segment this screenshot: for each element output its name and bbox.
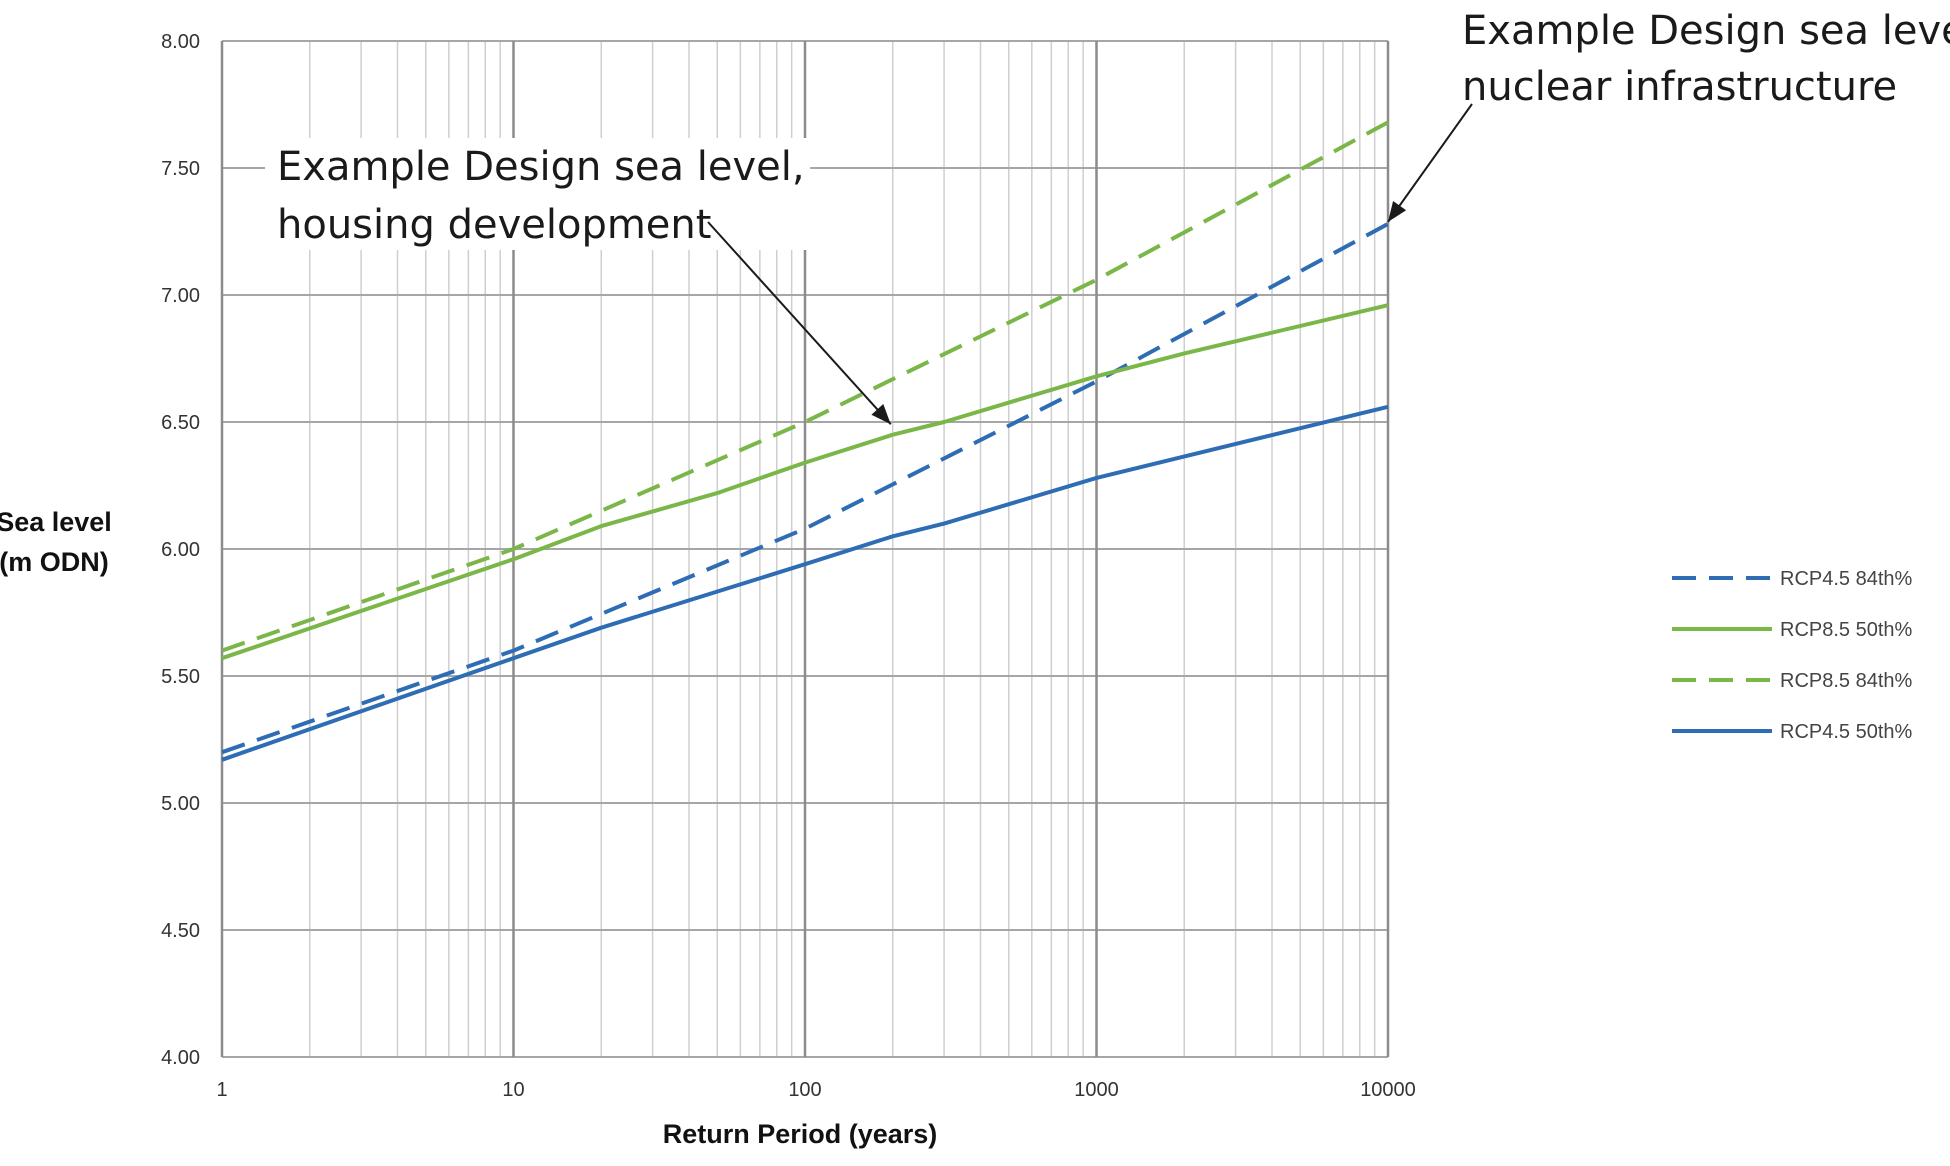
annotation-housing-line-2: housing development <box>277 202 711 248</box>
annotation-arrows <box>707 103 1473 425</box>
series-line-3 <box>221 120 1389 653</box>
y-tick-label: 8.00 <box>161 31 200 53</box>
annotation-arrow-shaft <box>707 221 892 425</box>
annotation-housing: Example Design sea level, housing develo… <box>265 138 810 250</box>
y-tick-label: 7.50 <box>161 158 200 180</box>
series-line-1 <box>221 222 1389 755</box>
annotation-nuclear-line-1: Example Design sea level <box>1462 8 1950 54</box>
x-tick-label: 100 <box>788 1079 821 1101</box>
annotation-nuclear-box <box>1452 2 1948 114</box>
series-line-2 <box>221 303 1389 661</box>
y-tick-label: 5.50 <box>161 666 200 688</box>
x-tick-label: 1 <box>216 1079 227 1101</box>
annotation-arrow-head <box>1388 200 1407 222</box>
annotation-housing-box <box>265 138 810 250</box>
series-line-4 <box>221 404 1389 762</box>
annotation-arrow-head <box>871 404 891 425</box>
legend-entry-label: RCP4.5 50th% <box>1780 721 1913 743</box>
y-tick-label: 4.00 <box>161 1047 200 1069</box>
y-tick-labels: 4.00 4.50 5.00 5.50 6.00 6.50 7.00 7.50 8.00 <box>161 31 200 1069</box>
x-axis-title: Return Period (years) <box>663 1119 938 1149</box>
x-tick-label: 10000 <box>1360 1079 1416 1101</box>
y-tick-label: 7.00 <box>161 285 200 307</box>
legend-entry-label: RCP8.5 50th% <box>1780 619 1913 641</box>
annotation-housing-line-1: Example Design sea level, <box>277 144 805 190</box>
y-tick-label: 6.50 <box>161 412 200 434</box>
y-tick-label: 5.00 <box>161 793 200 815</box>
y-axis-title-line-1: Sea level <box>0 507 112 537</box>
y-tick-label: 6.00 <box>161 539 200 561</box>
y-axis-title-line-2: (m ODN) <box>0 547 109 577</box>
legend-entry-label: RCP4.5 84th% <box>1780 568 1913 590</box>
annotation-nuclear-line-2: nuclear infrastructure <box>1462 64 1897 110</box>
x-tick-label: 1000 <box>1074 1079 1119 1101</box>
x-tick-label: 10 <box>502 1079 524 1101</box>
annotation-nuclear: Example Design sea level nuclear infrast… <box>1452 2 1950 114</box>
legend-entry-label: RCP8.5 84th% <box>1780 670 1913 692</box>
x-tick-labels: 1 10 100 1000 10000 <box>216 1079 1415 1101</box>
legend: RCP4.5 84th% RCP8.5 50th% RCP8.5 84th% RCP4… <box>1672 568 1913 743</box>
annotation-arrow-shaft <box>1387 103 1473 223</box>
y-tick-label: 4.50 <box>161 920 200 942</box>
series-lines <box>221 120 1389 762</box>
